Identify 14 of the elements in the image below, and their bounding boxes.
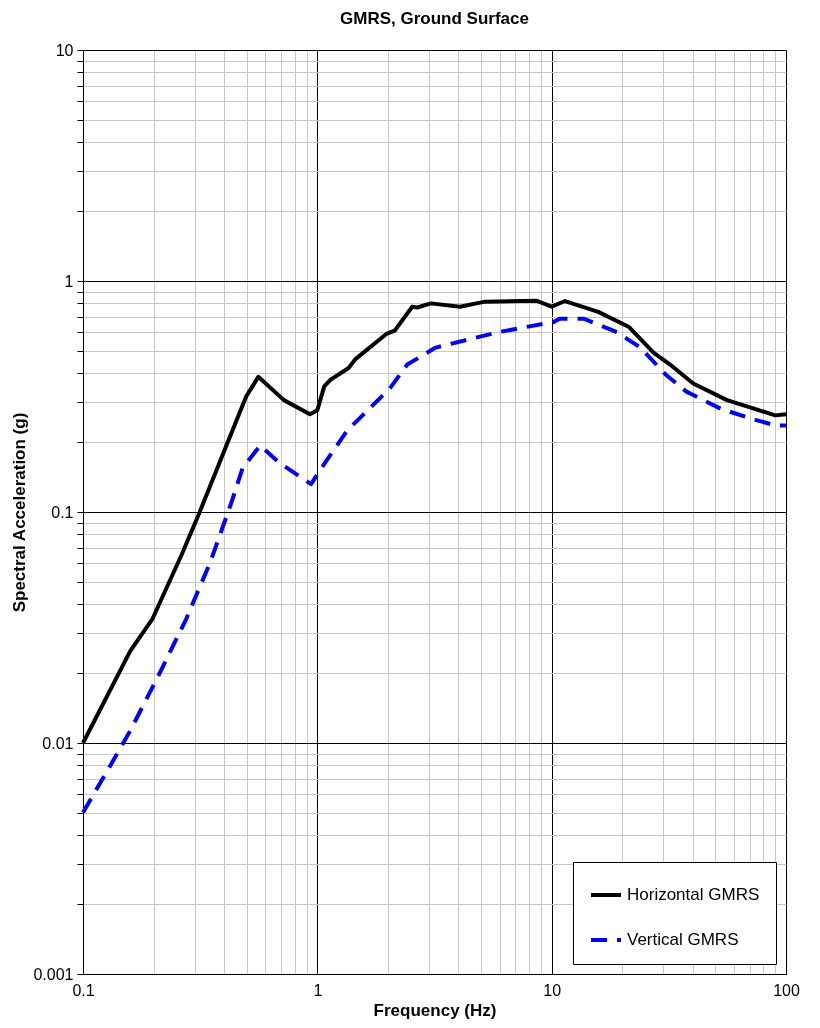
y-tick-label: 0.001 [33, 965, 74, 983]
x-axis-title: Frequency (Hz) [373, 1000, 497, 1020]
y-tick-label: 1 [64, 272, 74, 290]
x-tick-label: 10 [543, 981, 562, 999]
x-tick-label: 0.1 [72, 981, 95, 999]
y-axis-title: Spectral Acceleration (g) [10, 412, 30, 613]
x-tick-label: 1 [313, 981, 323, 999]
y-tick-label: 0.1 [51, 503, 74, 521]
y-tick-label: 0.01 [42, 734, 74, 752]
y-tick-label: 10 [55, 41, 74, 59]
x-tick-label: 100 [773, 981, 800, 999]
legend-label: Vertical GMRS [627, 930, 739, 949]
legend-label: Horizontal GMRS [627, 885, 760, 904]
chart-title: GMRS, Ground Surface [340, 9, 529, 28]
